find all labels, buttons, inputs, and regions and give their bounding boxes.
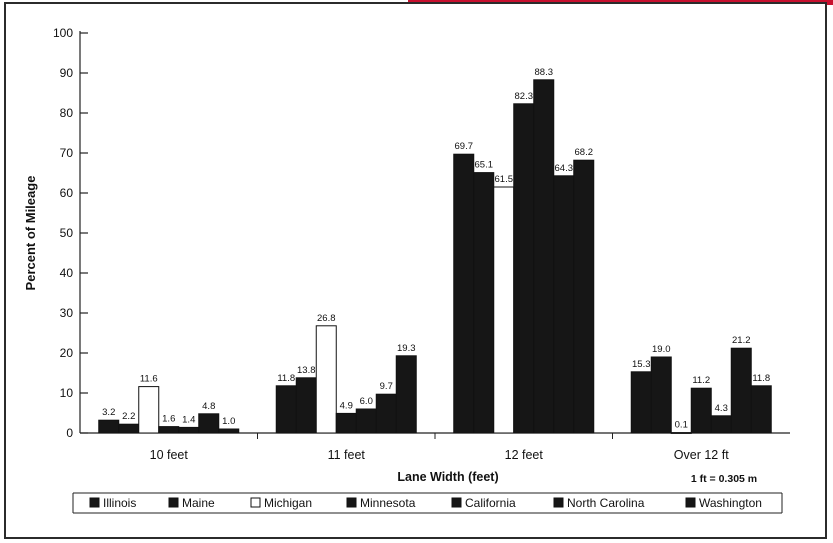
bar	[630, 371, 652, 434]
y-tick-label: 90	[60, 66, 74, 80]
data-label: 11.8	[277, 373, 295, 384]
data-label: 88.3	[535, 67, 554, 78]
data-label: 11.2	[692, 375, 710, 386]
legend-swatch	[451, 497, 462, 508]
bar	[395, 355, 417, 434]
bar	[553, 175, 575, 434]
legend-swatch	[685, 497, 696, 508]
bar	[315, 325, 337, 434]
y-tick-label: 40	[60, 266, 74, 280]
unit-note: 1 ft = 0.305 m	[691, 473, 757, 485]
data-label: 64.3	[555, 163, 574, 174]
bar	[670, 432, 692, 434]
chart-frame	[4, 2, 827, 539]
bars	[98, 79, 772, 434]
bar	[750, 385, 772, 434]
data-label: 26.8	[317, 313, 336, 324]
legend-entry-label: Michigan	[264, 496, 312, 510]
category-label: Over 12 ft	[674, 448, 729, 462]
bar	[355, 408, 377, 434]
bar	[158, 426, 180, 434]
data-label: 11.6	[140, 374, 158, 385]
bar	[493, 186, 515, 434]
data-labels: 3.2 2.211.61.6 1.44.81.011.813.826.84.9 6.0…	[102, 67, 770, 431]
legend-entry-label: North Carolina	[567, 496, 645, 510]
bar	[98, 419, 120, 434]
data-label: 9.7	[380, 381, 393, 392]
bar	[118, 423, 140, 434]
legend-swatch	[346, 497, 357, 508]
data-label: 4.8	[202, 401, 215, 412]
y-tick-label: 0	[66, 426, 73, 440]
y-tick-label: 10	[60, 386, 74, 400]
bar	[198, 413, 220, 434]
bar	[218, 428, 240, 434]
y-tick-label: 30	[60, 306, 74, 320]
bar	[375, 393, 397, 434]
legend-swatch	[168, 497, 179, 508]
bar	[178, 426, 200, 434]
axes: 0 10 20 30 40 50 60 70 80 90 100 10 feet 11 feet 12 f…	[53, 26, 790, 462]
legend: Illinois Maine Michigan Minnesota California…	[72, 492, 783, 514]
data-label: 2.2	[122, 411, 135, 422]
bar	[533, 79, 555, 434]
bar	[453, 153, 475, 434]
data-label: 11.8	[752, 373, 770, 384]
data-label: 13.8	[297, 365, 316, 376]
category-label: 12 feet	[505, 448, 544, 462]
bar	[275, 385, 297, 434]
data-label: 0.1	[675, 420, 688, 431]
data-label: 6.0	[360, 396, 373, 407]
y-tick-label: 80	[60, 106, 74, 120]
legend-entry-label: Minnesota	[360, 496, 416, 510]
data-label: 65.1	[475, 160, 494, 171]
data-label: 1.0	[222, 416, 235, 427]
x-axis-label: Lane Width (feet)	[397, 470, 498, 484]
data-label: 1.4	[182, 414, 195, 425]
legend-entry-label: California	[465, 496, 516, 510]
legend-entry-label: Illinois	[103, 496, 136, 510]
legend-entry-label: Maine	[182, 496, 215, 510]
bar	[295, 377, 317, 434]
y-tick-label: 50	[60, 226, 74, 240]
data-label: 1.6	[162, 414, 175, 425]
bar	[473, 172, 495, 434]
bar	[710, 415, 732, 434]
y-tick-label: 70	[60, 146, 74, 160]
category-label: 10 feet	[150, 448, 189, 462]
legend-swatch	[89, 497, 100, 508]
data-label: 82.3	[515, 91, 534, 102]
bar	[513, 103, 535, 434]
bar	[730, 347, 752, 434]
y-tick-label: 100	[53, 26, 73, 40]
bar	[690, 387, 712, 434]
data-label: 3.2	[102, 407, 115, 418]
bar	[335, 412, 357, 434]
data-label: 15.3	[632, 359, 651, 370]
data-label: 19.0	[652, 344, 671, 355]
bar	[573, 159, 595, 434]
legend-swatch	[250, 497, 261, 508]
y-tick-label: 20	[60, 346, 74, 360]
bar	[138, 386, 160, 434]
data-label: 61.5	[495, 174, 514, 185]
data-label: 68.2	[575, 147, 594, 158]
legend-swatch	[553, 497, 564, 508]
y-axis-label: Percent of Mileage	[23, 176, 38, 291]
category-label: 11 feet	[328, 448, 366, 462]
legend-entry-label: Washington	[699, 496, 762, 510]
y-tick-label: 60	[60, 186, 74, 200]
data-label: 4.9	[340, 400, 353, 411]
data-label: 21.2	[732, 335, 751, 346]
data-label: 69.7	[455, 141, 474, 152]
bar	[650, 356, 672, 434]
data-label: 19.3	[397, 343, 416, 354]
data-label: 4.3	[715, 403, 728, 414]
